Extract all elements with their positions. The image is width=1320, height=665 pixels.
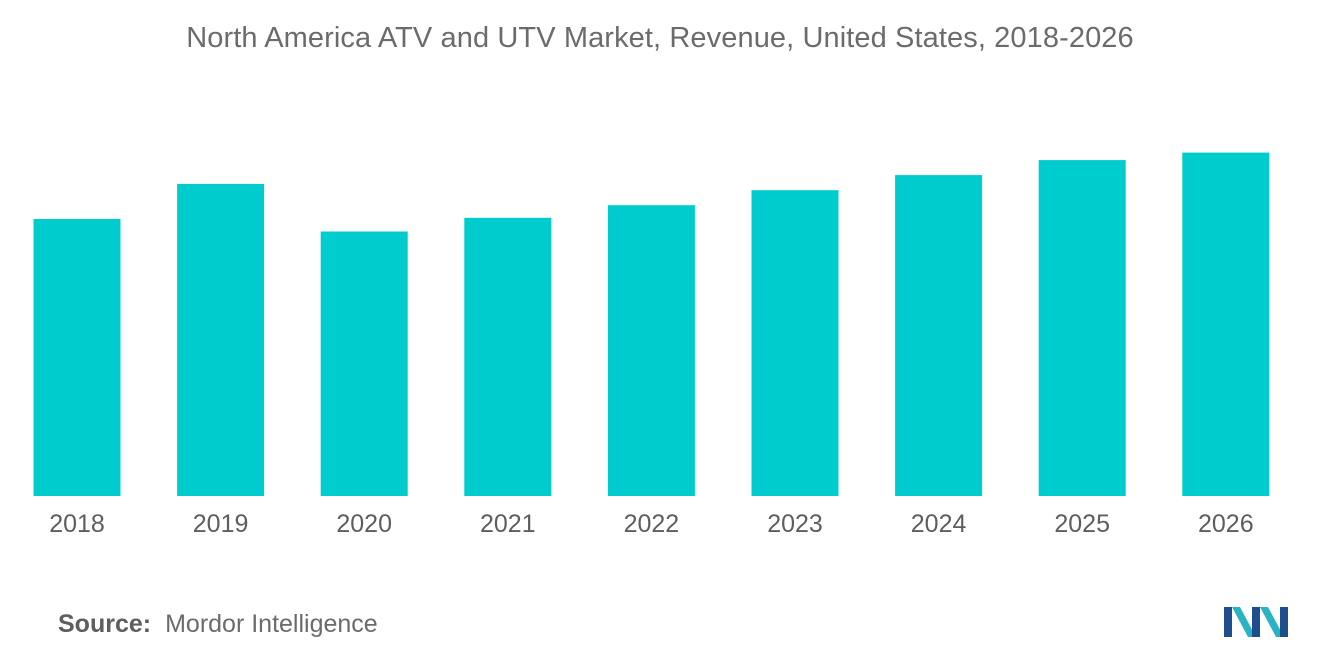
x-tick-label-2021: 2021 (480, 510, 536, 538)
bar-2019 (177, 183, 265, 496)
bar-2025 (1038, 160, 1126, 496)
source-note: Source: Mordor Intelligence (58, 610, 378, 639)
x-tick-label-2025: 2025 (1054, 510, 1110, 538)
source-text: Mordor Intelligence (165, 610, 378, 638)
bar-2018 (33, 219, 121, 496)
x-tick-label-2019: 2019 (193, 510, 249, 538)
bar-2021 (464, 217, 552, 497)
mordor-intelligence-logo-icon (1224, 607, 1288, 637)
bar-2026 (1182, 152, 1270, 496)
bar-2023 (751, 190, 839, 496)
x-tick-label-2023: 2023 (767, 510, 823, 538)
x-tick-label-2024: 2024 (911, 510, 967, 538)
bar-chart: 2018 2019 2020 2021 2022 2023 2024 2025 2026 (33, 152, 1270, 538)
bar-2024 (895, 175, 983, 496)
x-tick-label-2026: 2026 (1198, 510, 1254, 538)
source-label: Source: (58, 610, 152, 638)
bar-2020 (320, 231, 408, 496)
chart-title: North America ATV and UTV Market, Revenu… (186, 22, 1134, 54)
x-tick-label-2018: 2018 (49, 510, 105, 538)
x-tick-label-2020: 2020 (336, 510, 392, 538)
x-tick-label-2022: 2022 (624, 510, 680, 538)
bar-2022 (607, 205, 695, 496)
